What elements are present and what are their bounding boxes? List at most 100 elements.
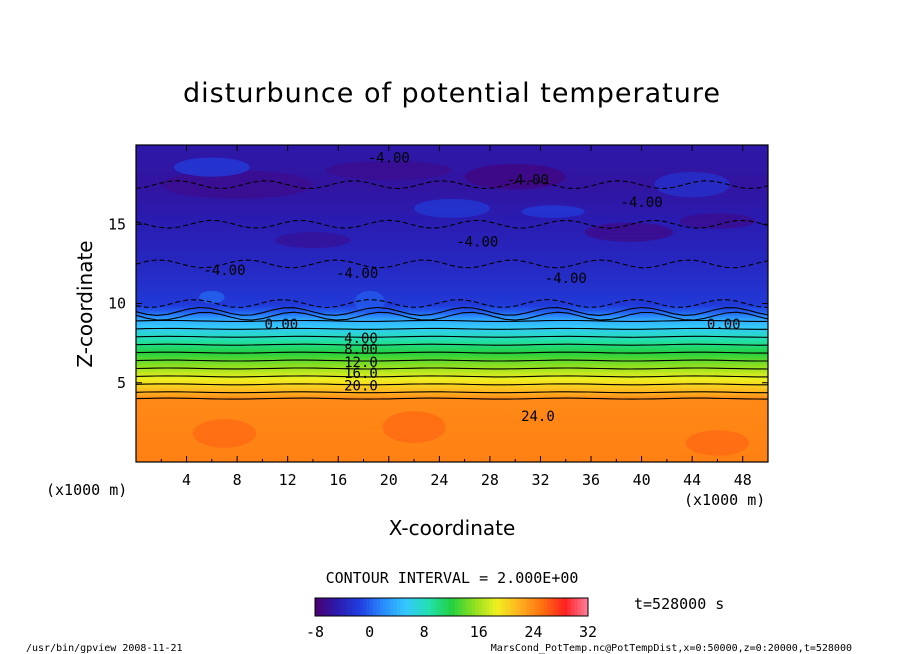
color-band [136, 422, 768, 425]
x-tick-label: 44 [683, 471, 701, 489]
color-band [136, 404, 768, 407]
colorbar-cell [390, 598, 394, 616]
color-band [136, 155, 768, 158]
anomaly-patch [199, 290, 225, 304]
color-band [136, 281, 768, 284]
colorbar-cell [553, 598, 558, 616]
color-band [136, 168, 768, 171]
color-band [136, 406, 768, 409]
colorbar-cell [454, 598, 459, 616]
contour-label: 24.0 [521, 409, 555, 425]
color-band [136, 154, 768, 157]
color-band [136, 268, 768, 271]
colorbar-cell [359, 598, 364, 616]
color-band [136, 225, 768, 228]
x-tick-label: 40 [633, 471, 651, 489]
colorbar-tick-label: 32 [579, 623, 597, 641]
colorbar-cell [560, 598, 565, 616]
contour-line [136, 359, 768, 362]
color-band [136, 309, 768, 312]
contour-line [136, 397, 768, 400]
colorbar-cell [325, 598, 330, 616]
colorbar-cell [465, 598, 469, 616]
color-band [136, 330, 768, 333]
colorbar-cell [509, 598, 514, 616]
x-tick-label: 16 [329, 471, 347, 489]
color-band [136, 254, 768, 257]
colorbar-tick-label: -8 [306, 623, 324, 641]
colorbar-cell [413, 598, 418, 616]
anomaly-patch [275, 232, 351, 249]
color-band [136, 173, 768, 176]
color-band [136, 403, 768, 406]
color-band [136, 287, 768, 290]
color-band [136, 190, 768, 193]
color-band [136, 417, 768, 420]
color-band [136, 177, 768, 181]
color-band [136, 353, 768, 357]
color-band [136, 453, 768, 456]
color-band [136, 304, 768, 307]
color-band [136, 369, 768, 372]
color-band [136, 328, 768, 331]
color-band [136, 300, 768, 303]
colorbar-cell [485, 598, 490, 616]
colorbar-tick-label: 8 [420, 623, 429, 641]
color-band [136, 246, 768, 249]
color-band [136, 266, 768, 269]
colorbar-cell [540, 598, 545, 616]
color-band [136, 444, 768, 447]
contour-line [136, 319, 768, 322]
colorbar-cell [489, 598, 493, 616]
colorbar-tick-label: 24 [524, 623, 542, 641]
color-band [136, 428, 768, 431]
color-band [136, 279, 768, 282]
color-band [136, 296, 768, 300]
color-band [136, 365, 768, 368]
color-band [136, 363, 768, 366]
x-tick-label: 24 [430, 471, 448, 489]
color-band [136, 244, 768, 247]
color-band [136, 171, 768, 174]
x-tick-label: 12 [279, 471, 297, 489]
colorbar-cell [376, 598, 381, 616]
color-band [136, 436, 768, 439]
contour-label: -4.00 [203, 263, 245, 279]
color-band [136, 439, 768, 442]
colorbar-cell [328, 598, 333, 616]
colorbar-cell [495, 598, 500, 616]
colorbar-cell [352, 598, 357, 616]
color-band [136, 450, 768, 453]
color-band [136, 445, 768, 449]
anomaly-patch [584, 222, 674, 242]
color-band [136, 162, 768, 165]
color-band [136, 179, 768, 182]
anomaly-patch [464, 164, 566, 190]
color-band [136, 233, 768, 236]
color-band [136, 284, 768, 287]
color-band [136, 149, 768, 152]
colorbar-cell [369, 598, 374, 616]
color-band [136, 260, 768, 263]
contour-label: 20.0 [344, 379, 378, 395]
colorbar-cell [557, 598, 562, 616]
color-band [136, 423, 768, 426]
colorbar-cell [567, 598, 572, 616]
colorbar-cell [543, 598, 548, 616]
color-band [136, 170, 768, 173]
contour-line [136, 180, 768, 190]
color-band [136, 301, 768, 304]
color-band [136, 430, 768, 433]
time-label: t=528000 s [634, 595, 724, 613]
color-band [136, 236, 768, 239]
colorbar-cell [461, 598, 466, 616]
contour-line [136, 335, 768, 338]
footer-left: /usr/bin/gpview 2008-11-21 [26, 643, 183, 654]
x-unit-right: (x1000 m) [684, 491, 765, 509]
contour-line [136, 383, 768, 386]
colorbar-cell [492, 598, 497, 616]
x-tick-label: 36 [582, 471, 600, 489]
color-band [136, 176, 768, 179]
colorbar-cell [338, 598, 343, 616]
colorbar-cell [332, 598, 336, 616]
